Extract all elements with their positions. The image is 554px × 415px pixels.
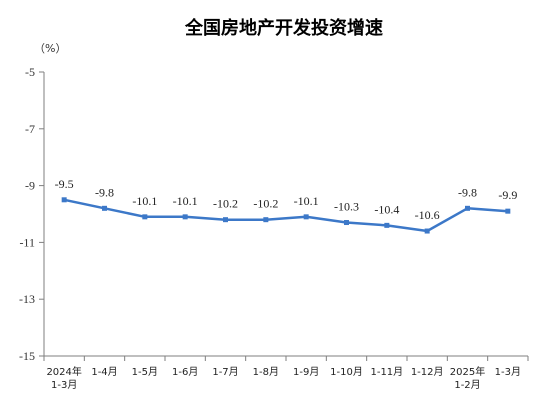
x-tick-label: 1-12月: [411, 366, 444, 378]
x-tick-label: 1-7月: [212, 366, 238, 378]
data-point-marker: [344, 220, 349, 226]
y-tick-label: -11: [19, 235, 35, 249]
data-label: -9.8: [458, 185, 477, 199]
x-tick-label: 1-4月: [91, 366, 117, 378]
data-label: -10.1: [294, 194, 319, 208]
x-tick-label: 1-5月: [132, 366, 158, 378]
x-tick-label: 1-11月: [370, 366, 403, 378]
series-polyline: [63, 198, 508, 233]
data-point-marker: [142, 214, 148, 220]
x-tick-label: 1-9月: [293, 366, 319, 378]
data-point-marker: [263, 217, 269, 223]
data-point-marker: [303, 214, 309, 220]
data-point-marker: [182, 214, 188, 220]
data-point-marker: [424, 228, 430, 234]
data-label: -9.8: [95, 185, 114, 199]
x-tick-label: 2024年 1-3月: [46, 365, 81, 391]
data-label: -10.6: [415, 208, 440, 222]
data-point-marker: [384, 222, 390, 228]
data-label: -9.5: [55, 177, 74, 191]
data-label: -10.3: [334, 200, 359, 214]
y-tick-label: -5: [25, 65, 35, 79]
series-line: [61, 197, 511, 234]
data-label: -10.1: [173, 194, 198, 208]
y-axis-ticks: -5 -7 -9 -11 -13 -15: [19, 65, 44, 363]
y-tick-label: -15: [19, 349, 35, 363]
x-tick-label: 1-10月: [330, 366, 363, 378]
y-tick-label: -7: [25, 122, 35, 136]
data-label: -10.2: [213, 197, 238, 211]
x-tick-label: 1-3月: [495, 366, 521, 378]
x-tick-label: 2025年 1-2月: [450, 365, 485, 391]
x-tick-label: 1-8月: [253, 366, 279, 378]
data-point-marker: [505, 208, 511, 214]
data-label: -9.9: [498, 188, 517, 202]
y-tick-label: -13: [19, 292, 35, 306]
data-point-marker: [61, 197, 67, 203]
data-point-marker: [465, 205, 470, 211]
data-labels: -9.5 -9.8 -10.1 -10.1 -10.2 -10.2 -10.1 -10.3 -1…: [55, 177, 518, 222]
y-tick-label: -9: [25, 179, 35, 193]
data-label: -10.4: [374, 202, 399, 216]
y-unit-label: （%）: [34, 42, 66, 55]
chart-title: 全国房地产开发投资增速: [184, 17, 383, 39]
data-label: -10.2: [253, 197, 278, 211]
data-label: -10.1: [132, 194, 157, 208]
x-axis-ticks: 2024年 1-3月 1-4月 1-5月 1-6月 1-7月 1-8月 1-9月 1-10月 1-…: [43, 356, 529, 391]
data-point-marker: [102, 205, 107, 211]
x-tick-label: 1-6月: [172, 366, 198, 378]
data-point-marker: [223, 217, 228, 223]
